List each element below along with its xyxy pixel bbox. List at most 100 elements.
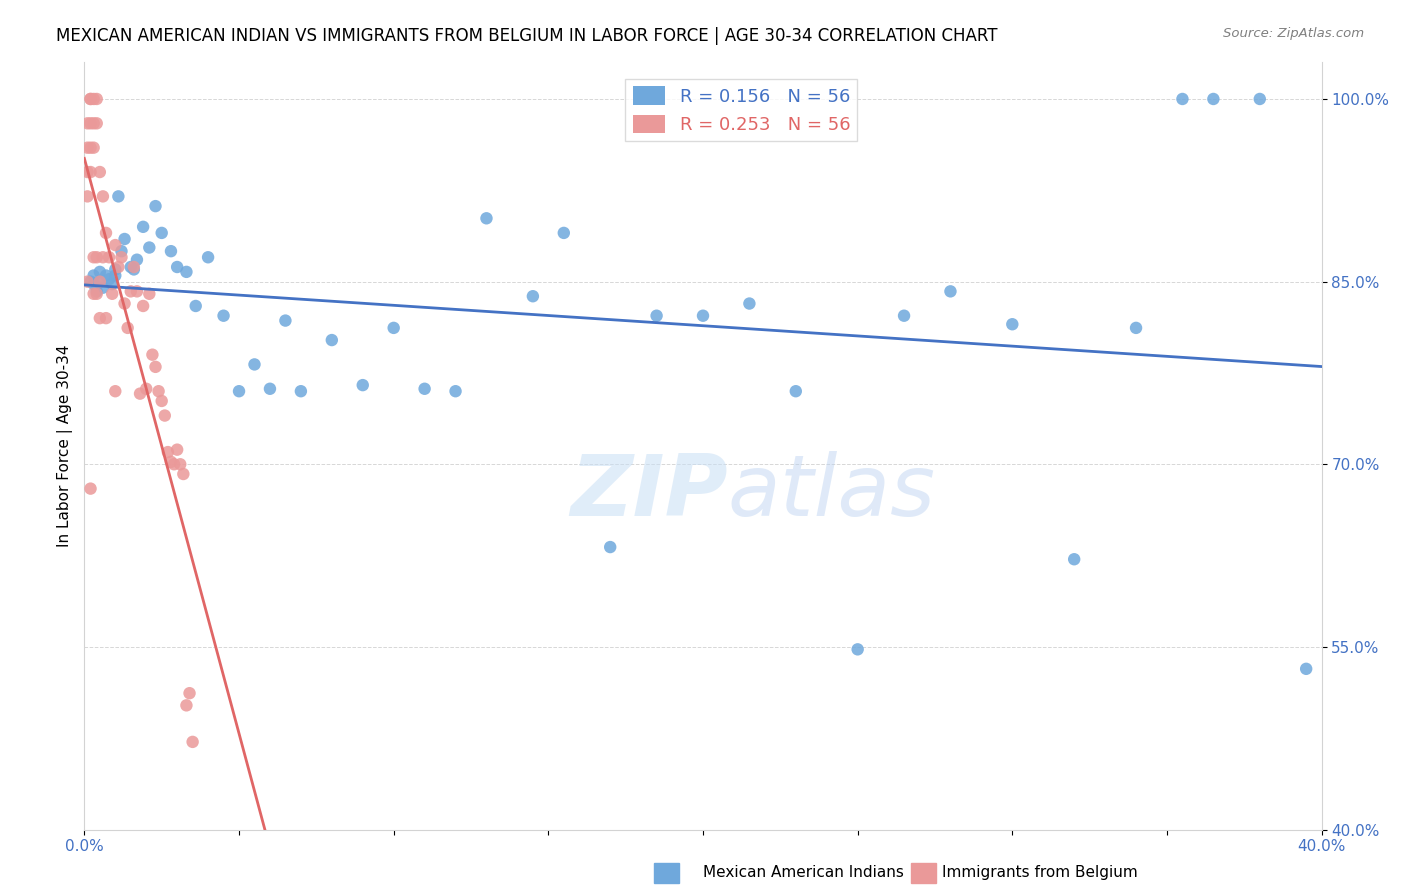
Point [86, 285, 108, 299]
Point [1063, 552, 1085, 566]
Text: Immigrants from Belgium: Immigrants from Belgium [942, 865, 1137, 880]
Point [83, 277, 105, 291]
Point [132, 219, 155, 234]
Point [125, 285, 148, 299]
Point [107, 189, 129, 203]
Point [148, 384, 170, 399]
Point [76, 275, 98, 289]
Point [76, 189, 98, 203]
Point [163, 457, 186, 471]
Point [79, 116, 101, 130]
Point [382, 321, 405, 335]
Point [181, 735, 204, 749]
Point [179, 686, 201, 700]
Point [110, 244, 132, 259]
Point [176, 265, 198, 279]
Point [176, 698, 198, 713]
Text: ZIP: ZIP [569, 450, 728, 533]
Point [172, 467, 194, 481]
Point [91, 250, 114, 264]
Point [135, 382, 157, 396]
Point [413, 382, 436, 396]
Point [110, 250, 132, 264]
Point [76, 165, 98, 179]
Point [212, 309, 235, 323]
Point [553, 226, 575, 240]
Point [156, 445, 179, 459]
Point [101, 277, 124, 291]
Point [117, 321, 139, 335]
Point [120, 285, 142, 299]
Point [228, 384, 250, 399]
Point [738, 296, 761, 310]
Point [122, 262, 145, 277]
Point [692, 309, 714, 323]
Point [645, 309, 668, 323]
Point [98, 272, 121, 286]
Point [89, 275, 111, 289]
Point [1001, 317, 1024, 331]
Point [94, 226, 117, 240]
Point [83, 250, 105, 264]
Point [274, 313, 297, 327]
Point [83, 92, 105, 106]
Point [197, 250, 219, 264]
Point [104, 384, 127, 399]
Point [83, 286, 105, 301]
Point [79, 141, 101, 155]
Point [104, 238, 127, 252]
Point [352, 378, 374, 392]
Point [120, 260, 142, 274]
Point [89, 165, 111, 179]
Point [145, 199, 167, 213]
Point [83, 116, 105, 130]
Point [79, 275, 101, 289]
Point [141, 348, 163, 362]
Point [290, 384, 312, 399]
Point [145, 359, 167, 374]
Point [138, 286, 160, 301]
Point [259, 382, 281, 396]
Point [1171, 92, 1194, 106]
Point [79, 165, 101, 179]
Point [91, 189, 114, 203]
Point [104, 268, 127, 283]
Point [86, 286, 108, 301]
Point [79, 92, 101, 106]
Point [138, 240, 160, 254]
Point [89, 265, 111, 279]
Point [166, 442, 188, 457]
Point [166, 260, 188, 274]
Point [89, 275, 111, 289]
Point [98, 250, 121, 264]
Text: atlas: atlas [728, 450, 936, 533]
Text: Source: ZipAtlas.com: Source: ZipAtlas.com [1223, 27, 1364, 40]
Point [76, 116, 98, 130]
Point [160, 244, 183, 259]
Point [79, 482, 101, 496]
Legend: R = 0.156   N = 56, R = 0.253   N = 56: R = 0.156 N = 56, R = 0.253 N = 56 [626, 79, 858, 141]
Point [522, 289, 544, 303]
Point [1249, 92, 1271, 106]
Point [475, 211, 498, 226]
Point [599, 540, 621, 554]
Point [89, 311, 111, 326]
Point [104, 262, 127, 277]
Y-axis label: In Labor Force | Age 30-34: In Labor Force | Age 30-34 [58, 344, 73, 548]
Point [1125, 321, 1147, 335]
Point [86, 92, 108, 106]
Point [101, 286, 124, 301]
Point [160, 455, 183, 469]
Point [122, 260, 145, 274]
Point [83, 141, 105, 155]
Point [83, 268, 105, 283]
Text: MEXICAN AMERICAN INDIAN VS IMMIGRANTS FROM BELGIUM IN LABOR FORCE | AGE 30-34 CO: MEXICAN AMERICAN INDIAN VS IMMIGRANTS FR… [56, 27, 998, 45]
Point [94, 311, 117, 326]
Point [169, 457, 191, 471]
Point [150, 226, 173, 240]
Point [939, 285, 962, 299]
Point [114, 296, 136, 310]
Point [132, 299, 155, 313]
Point [321, 333, 343, 347]
Point [129, 386, 152, 401]
